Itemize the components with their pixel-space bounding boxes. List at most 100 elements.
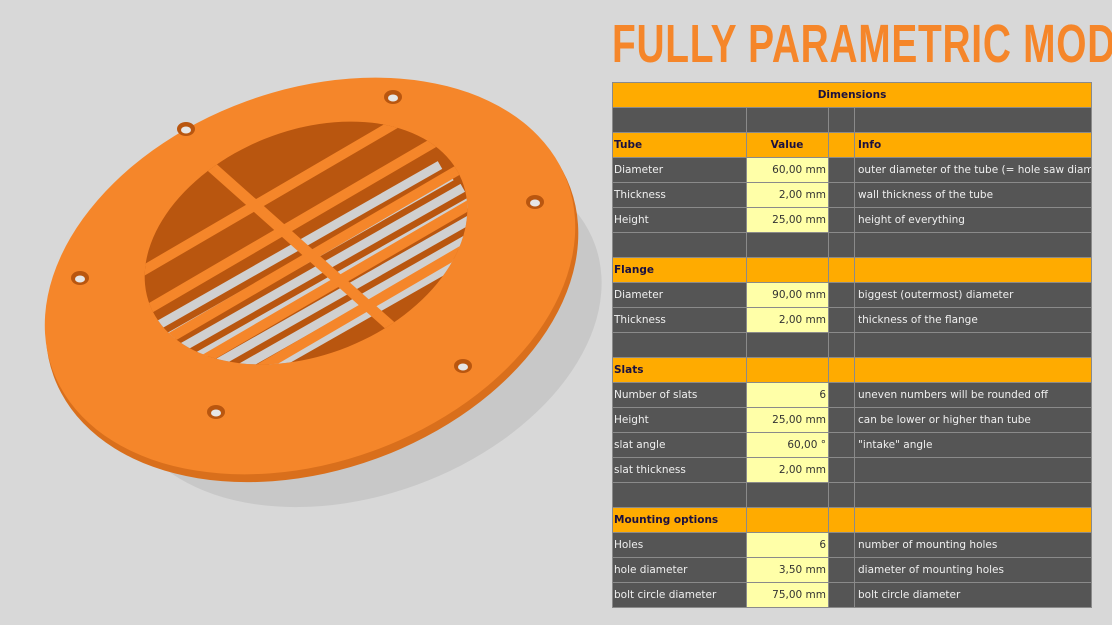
- mounting-hole-through: [458, 363, 468, 371]
- parameter-value-cell[interactable]: 60,00 mm: [746, 157, 829, 183]
- empty-cell: [828, 582, 855, 608]
- mounting-hole-through: [388, 94, 398, 102]
- info-column-header: [853, 257, 1093, 283]
- section-header: Flange: [612, 257, 747, 283]
- table-row: Diameter 60,00 mm outer diameter of the tu…: [612, 157, 1093, 183]
- table-title-row: Dimensions: [611, 82, 1093, 108]
- grille-gap: [170, 183, 466, 357]
- info-column-header: [853, 507, 1093, 533]
- vent-grille-3d-model: [44, 76, 602, 508]
- parameter-label: Holes: [612, 532, 747, 558]
- empty-cell: [828, 157, 855, 183]
- empty-cell: [828, 532, 855, 558]
- parameter-info: can be lower or higher than tube: [853, 407, 1093, 433]
- section-header: Slats: [612, 357, 747, 383]
- parameter-value-cell[interactable]: 6: [746, 382, 829, 408]
- parameter-label: Diameter: [612, 282, 747, 308]
- table-row: Diameter 90,00 mm biggest (outermost) diam…: [612, 282, 1093, 308]
- empty-cell: [746, 232, 829, 258]
- empty-cell: [612, 332, 747, 358]
- empty-cell: [828, 182, 855, 208]
- parameter-value-cell[interactable]: 2,00 mm: [746, 182, 829, 208]
- table-row: Thickness 2,00 mm wall thickness of the tu…: [612, 182, 1093, 208]
- empty-cell: [828, 557, 855, 583]
- empty-cell: [853, 482, 1093, 508]
- parameter-value-cell[interactable]: 75,00 mm: [746, 582, 829, 608]
- slat: [145, 136, 504, 356]
- parameter-info: "intake" angle: [853, 432, 1093, 458]
- mounting-hole-through: [211, 409, 221, 417]
- parameter-info: number of mounting holes: [853, 532, 1093, 558]
- parameter-value-cell[interactable]: 60,00 °: [746, 432, 829, 458]
- table-row: bolt circle diameter 75,00 mm bolt circle …: [612, 582, 1093, 608]
- parameter-label: Height: [612, 207, 747, 233]
- section-header-row: Mounting options: [612, 507, 1093, 533]
- empty-cell: [828, 332, 855, 358]
- empty-cell: [853, 232, 1093, 258]
- parameter-value-cell[interactable]: 6: [746, 532, 829, 558]
- empty-cell: [828, 107, 855, 133]
- parameter-info: uneven numbers will be rounded off: [853, 382, 1093, 408]
- table-row: hole diameter 3,50 mm diameter of mounting…: [612, 557, 1093, 583]
- dimensions-spreadsheet: Dimensions Tube Value Info Diameter 60,00 mm o…: [611, 82, 1093, 608]
- section-header-row: Slats: [612, 357, 1093, 383]
- empty-cell: [612, 107, 747, 133]
- empty-cell: [828, 207, 855, 233]
- value-column-header: [746, 257, 829, 283]
- table-row: Height 25,00 mm height of everything: [612, 207, 1093, 233]
- parameter-info: biggest (outermost) diameter: [853, 282, 1093, 308]
- parameter-value-cell[interactable]: 25,00 mm: [746, 207, 829, 233]
- empty-cell: [828, 357, 855, 383]
- parameter-value-cell[interactable]: 90,00 mm: [746, 282, 829, 308]
- section-header-row: Tube Value Info: [612, 132, 1093, 158]
- parameter-value-cell[interactable]: 25,00 mm: [746, 407, 829, 433]
- grille-gap: [193, 206, 488, 380]
- empty-cell: [746, 332, 829, 358]
- mounting-hole-through: [181, 126, 191, 134]
- parameter-label: bolt circle diameter: [612, 582, 747, 608]
- value-column-header: Value: [746, 132, 829, 158]
- section-header: Mounting options: [612, 507, 747, 533]
- empty-cell: [828, 132, 855, 158]
- parameter-info: [853, 457, 1093, 483]
- grille-gap: [204, 218, 500, 391]
- value-column-header: [746, 357, 829, 383]
- empty-cell: [746, 482, 829, 508]
- table-row: slat angle 60,00 ° "intake" angle: [612, 432, 1093, 458]
- parameter-label: Thickness: [612, 182, 747, 208]
- parameter-label: slat thickness: [612, 457, 747, 483]
- parameter-label: Thickness: [612, 307, 747, 333]
- empty-cell: [828, 457, 855, 483]
- page-title: FULLY PARAMETRIC MODEL: [612, 14, 1112, 74]
- parameter-value-cell[interactable]: 3,50 mm: [746, 557, 829, 583]
- table-title: Dimensions: [611, 82, 1093, 108]
- empty-cell: [853, 332, 1093, 358]
- parameter-label: Number of slats: [612, 382, 747, 408]
- empty-cell: [612, 482, 747, 508]
- empty-cell: [828, 482, 855, 508]
- empty-cell: [828, 407, 855, 433]
- empty-cell: [612, 232, 747, 258]
- empty-cell: [828, 257, 855, 283]
- parameter-value-cell[interactable]: 2,00 mm: [746, 457, 829, 483]
- empty-cell: [853, 107, 1093, 133]
- empty-cell: [828, 507, 855, 533]
- table-row: Holes 6 number of mounting holes: [612, 532, 1093, 558]
- empty-cell: [828, 307, 855, 333]
- mounting-hole-through: [75, 275, 85, 283]
- value-column-header: [746, 507, 829, 533]
- parameter-label: slat angle: [612, 432, 747, 458]
- section-header-row: Flange: [612, 257, 1093, 283]
- parameter-info: outer diameter of the tube (= hole saw d…: [853, 157, 1093, 183]
- table-row: Thickness 2,00 mm thickness of the flange: [612, 307, 1093, 333]
- table-row: Height 25,00 mm can be lower or higher tha…: [612, 407, 1093, 433]
- empty-cell: [828, 282, 855, 308]
- parameter-value-cell[interactable]: 2,00 mm: [746, 307, 829, 333]
- info-column-header: Info: [853, 132, 1093, 158]
- parameter-label: Height: [612, 407, 747, 433]
- parameter-info: height of everything: [853, 207, 1093, 233]
- slat: [126, 106, 492, 325]
- parameter-info: thickness of the flange: [853, 307, 1093, 333]
- empty-cell: [828, 432, 855, 458]
- empty-cell: [746, 107, 829, 133]
